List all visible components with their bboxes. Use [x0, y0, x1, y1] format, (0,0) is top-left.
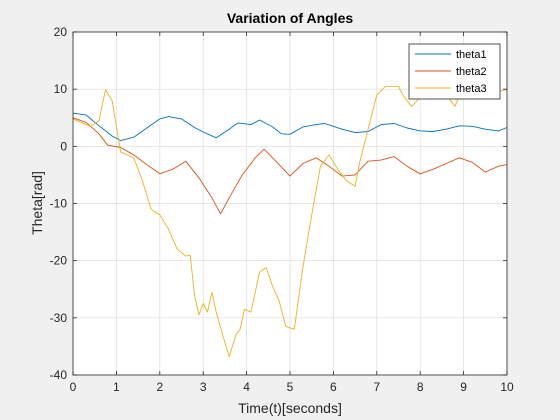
- series-line-theta2: [72, 117, 508, 215]
- y-axis-ticks: -40 -30 -20 -10 0 10 20: [50, 25, 507, 382]
- legend: theta1 theta2 theta3: [408, 43, 501, 100]
- y-tick-label: 10: [54, 82, 68, 96]
- x-tick-label: 5: [287, 380, 294, 394]
- y-tick-label: 20: [54, 25, 68, 39]
- legend-label-theta1: theta1: [456, 49, 487, 61]
- x-tick-label: 8: [417, 380, 424, 394]
- legend-label-theta2: theta2: [456, 66, 487, 78]
- x-axis-label: Time(t)[seconds]: [238, 400, 342, 416]
- x-tick-label: 7: [373, 380, 380, 394]
- x-tick-label: 6: [330, 380, 337, 394]
- series-group: [72, 77, 508, 358]
- y-tick-label: 0: [60, 139, 67, 153]
- y-tick-label: -10: [50, 197, 68, 211]
- y-tick-label: -30: [50, 311, 68, 325]
- x-tick-label: 3: [200, 380, 207, 394]
- x-tick-label: 10: [500, 380, 514, 394]
- series-line-theta3: [72, 77, 508, 358]
- y-tick-label: -20: [50, 254, 68, 268]
- y-tick-label: -40: [50, 368, 68, 382]
- series-line-theta1: [72, 112, 508, 142]
- y-axis-label: Theta[rad]: [29, 171, 45, 235]
- x-tick-label: 2: [156, 380, 163, 394]
- x-tick-label: 0: [70, 380, 77, 394]
- x-axis-ticks: 0 1 2 3 4 5 6 7 8 9 10: [70, 32, 514, 394]
- x-tick-label: 9: [460, 380, 467, 394]
- legend-label-theta3: theta3: [456, 83, 487, 95]
- x-tick-label: 1: [113, 380, 120, 394]
- chart-title: Variation of Angles: [227, 10, 353, 26]
- x-tick-label: 4: [243, 380, 250, 394]
